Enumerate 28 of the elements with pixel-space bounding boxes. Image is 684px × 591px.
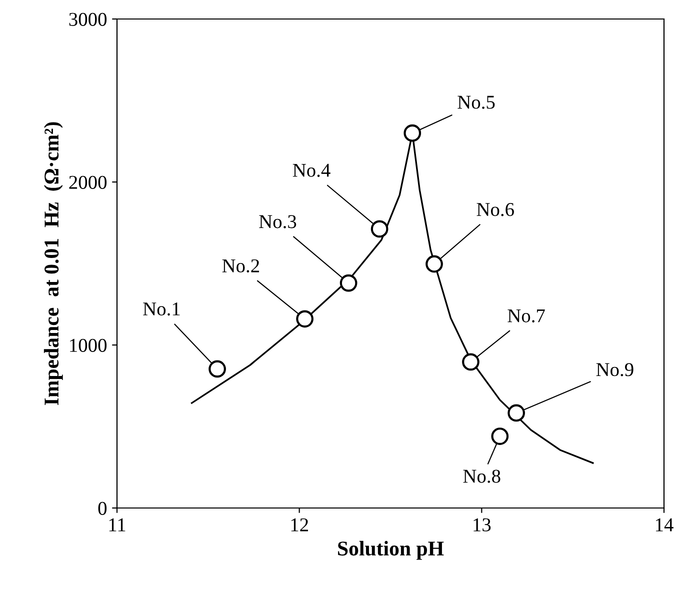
x-tick-label: 14 bbox=[656, 518, 674, 532]
y-axis-title: Impedance at 0.01 Hz (Ω·cm²) bbox=[44, 122, 63, 406]
annotation: No.6 bbox=[476, 203, 514, 216]
y-tick-label: 0 bbox=[98, 502, 107, 515]
annotation: No.8 bbox=[463, 470, 500, 483]
annotation: No.4 bbox=[292, 164, 330, 177]
annotation: No.3 bbox=[259, 215, 296, 228]
annotation: No.5 bbox=[458, 96, 495, 109]
y-tick-label: 2000 bbox=[69, 176, 107, 189]
x-axis-title: Solution pH bbox=[338, 540, 444, 560]
annotation: No.1 bbox=[143, 302, 180, 316]
annotation: No.2 bbox=[222, 259, 260, 272]
point bbox=[404, 124, 422, 142]
point bbox=[491, 428, 509, 445]
y-tick-label: 1000 bbox=[70, 338, 107, 352]
point bbox=[462, 353, 480, 371]
point bbox=[208, 360, 226, 378]
annotation: No.9 bbox=[596, 363, 634, 376]
point bbox=[296, 310, 314, 328]
x-tick-label: 13 bbox=[474, 518, 491, 532]
point bbox=[508, 404, 525, 422]
annotation: No.7 bbox=[508, 309, 545, 322]
x-tick-label: 12 bbox=[291, 518, 308, 532]
point bbox=[340, 274, 358, 292]
point bbox=[426, 255, 443, 273]
point bbox=[370, 220, 388, 238]
x-tick-label: 11 bbox=[109, 518, 126, 532]
y-tick-label: 3000 bbox=[69, 12, 107, 26]
